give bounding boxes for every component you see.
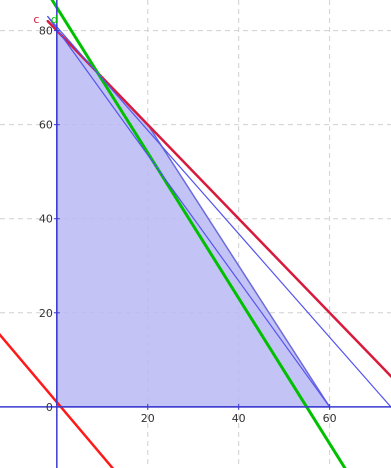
y-tick-label-60: 60 [39,119,53,132]
line-red-upper [46,19,391,379]
y-tick-label-20: 20 [39,307,53,320]
x-tick-label-20: 20 [141,412,155,425]
y-tick-label-0: 0 [46,401,53,414]
tick-labels-layer: 20 40 60 0 20 40 60 80 [39,25,337,425]
y-tick-label-80: 80 [39,25,53,38]
x-tick-label-40: 40 [232,412,246,425]
x-tick-label-60: 60 [323,412,337,425]
line-label-d: d [51,13,58,26]
line-blue-steep [47,15,331,408]
line-label-c: c [33,13,39,26]
y-tick-label-40: 40 [39,213,53,226]
line-blue-shallow [47,15,391,408]
